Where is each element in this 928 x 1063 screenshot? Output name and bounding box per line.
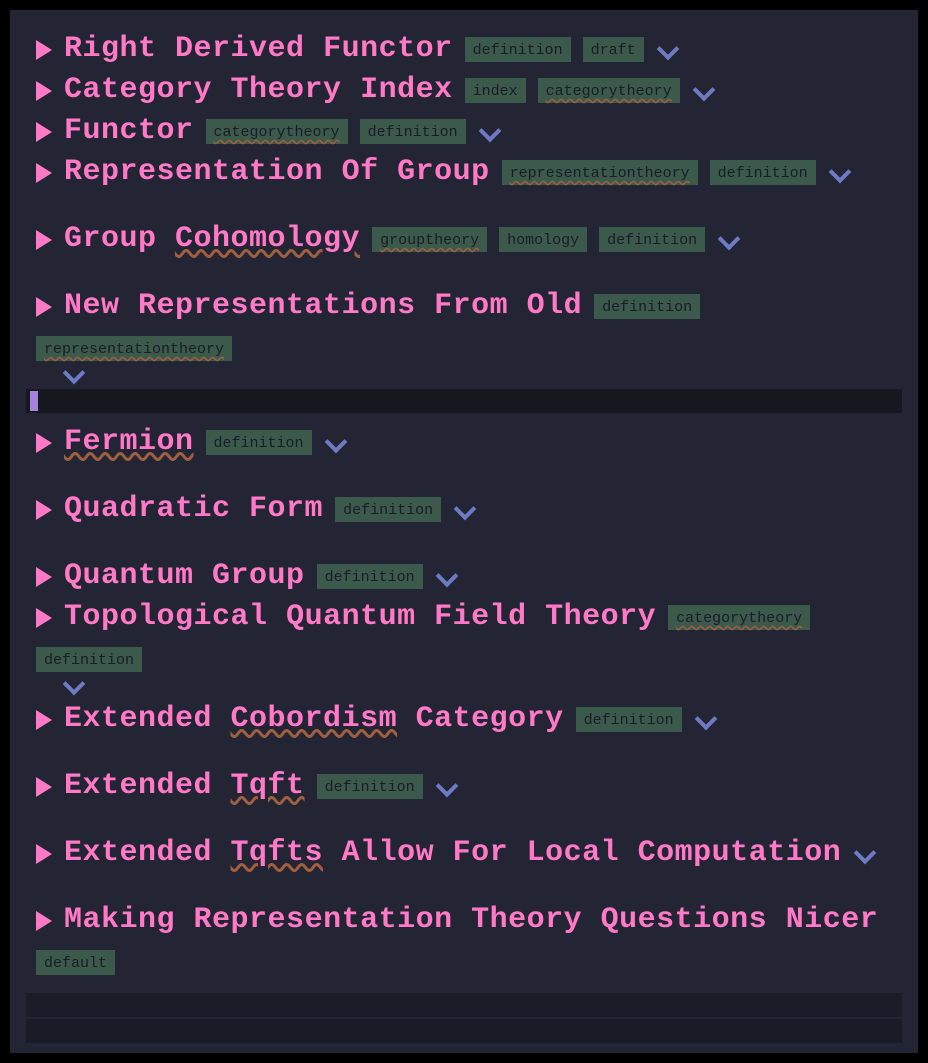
note-entry[interactable]: Quadratic Form definition <box>26 490 902 529</box>
tag-badge[interactable]: definition <box>335 497 441 522</box>
triangle-right-icon[interactable] <box>36 297 52 317</box>
triangle-right-icon[interactable] <box>36 163 52 183</box>
entry-continuation <box>26 678 902 692</box>
chevron-down-icon[interactable] <box>453 503 479 517</box>
chevron-down-icon[interactable] <box>717 233 743 247</box>
entry-title[interactable]: Extended Tqft <box>64 767 305 806</box>
triangle-right-icon[interactable] <box>36 122 52 142</box>
chevron-down-icon[interactable] <box>478 125 504 139</box>
tag-badge[interactable]: definition <box>594 294 700 319</box>
entry-title[interactable]: Functor <box>64 112 194 151</box>
note-entry[interactable]: Functor categorytheory definition <box>26 112 902 151</box>
outer-frame: Right Derived Functor definition draft Cate… <box>0 0 928 1063</box>
triangle-right-icon[interactable] <box>36 500 52 520</box>
cursor-line[interactable] <box>26 389 902 413</box>
note-entry[interactable]: Right Derived Functor definition draft <box>26 30 902 69</box>
status-bar-2 <box>26 1019 902 1043</box>
tag-badge[interactable]: categorytheory <box>538 78 680 103</box>
chevron-down-icon[interactable] <box>62 367 88 381</box>
tag-badge[interactable]: definition <box>360 119 466 144</box>
entry-title[interactable]: Extended Cobordism Category <box>64 700 564 739</box>
entry-continuation <box>26 367 902 381</box>
tag-badge[interactable]: draft <box>583 37 644 62</box>
tag-badge[interactable]: index <box>465 78 526 103</box>
entry-title[interactable]: Extended Tqfts Allow For Local Computati… <box>64 834 841 873</box>
note-entry[interactable]: Quantum Group definition <box>26 557 902 596</box>
entry-list: Right Derived Functor definition draft Cate… <box>26 30 902 975</box>
entry-title[interactable]: Topological Quantum Field Theory <box>64 598 656 637</box>
note-entry[interactable]: Group Cohomology grouptheory homology defin… <box>26 220 902 259</box>
entry-title[interactable]: Quadratic Form <box>64 490 323 529</box>
tag-badge[interactable]: definition <box>317 774 423 799</box>
tag-badge[interactable]: definition <box>599 227 705 252</box>
tag-badge[interactable]: definition <box>317 564 423 589</box>
tag-badge[interactable]: definition <box>206 430 312 455</box>
note-entry[interactable]: Representation Of Group representationthe… <box>26 153 902 192</box>
triangle-right-icon[interactable] <box>36 844 52 864</box>
chevron-down-icon[interactable] <box>435 780 461 794</box>
tag-badge[interactable]: representationtheory <box>36 336 232 361</box>
triangle-right-icon[interactable] <box>36 608 52 628</box>
tag-badge[interactable]: definition <box>710 160 816 185</box>
chevron-down-icon[interactable] <box>828 166 854 180</box>
triangle-right-icon[interactable] <box>36 433 52 453</box>
triangle-right-icon[interactable] <box>36 81 52 101</box>
entry-title[interactable]: Representation Of Group <box>64 153 490 192</box>
tag-badge[interactable]: homology <box>499 227 587 252</box>
entry-title[interactable]: Quantum Group <box>64 557 305 596</box>
note-entry[interactable]: Extended Cobordism Category definition <box>26 700 902 739</box>
note-entry[interactable]: Extended Tqft definition <box>26 767 902 806</box>
chevron-down-icon[interactable] <box>324 436 350 450</box>
note-entry[interactable]: Topological Quantum Field Theory category… <box>26 598 902 672</box>
status-bar <box>26 993 902 1017</box>
tag-badge[interactable]: default <box>36 950 115 975</box>
triangle-right-icon[interactable] <box>36 567 52 587</box>
tag-badge[interactable]: definition <box>36 647 142 672</box>
triangle-right-icon[interactable] <box>36 230 52 250</box>
entry-title[interactable]: Making Representation Theory Questions N… <box>64 901 878 940</box>
note-entry[interactable]: Category Theory Index index categorytheory <box>26 71 902 110</box>
triangle-right-icon[interactable] <box>36 911 52 931</box>
entry-title[interactable]: Category Theory Index <box>64 71 453 110</box>
tag-badge[interactable]: definition <box>576 707 682 732</box>
tag-badge[interactable]: categorytheory <box>668 605 810 630</box>
entry-title[interactable]: New Representations From Old <box>64 287 582 326</box>
tag-badge[interactable]: grouptheory <box>372 227 487 252</box>
note-entry[interactable]: Making Representation Theory Questions N… <box>26 901 902 975</box>
chevron-down-icon[interactable] <box>692 84 718 98</box>
triangle-right-icon[interactable] <box>36 777 52 797</box>
tag-badge[interactable]: definition <box>465 37 571 62</box>
tag-badge[interactable]: representationtheory <box>502 160 698 185</box>
note-entry[interactable]: New Representations From Old definition re… <box>26 287 902 361</box>
chevron-down-icon[interactable] <box>435 570 461 584</box>
triangle-right-icon[interactable] <box>36 40 52 60</box>
entry-title[interactable]: Group Cohomology <box>64 220 360 259</box>
notes-panel: Right Derived Functor definition draft Cate… <box>10 10 918 1053</box>
entry-title[interactable]: Right Derived Functor <box>64 30 453 69</box>
note-entry[interactable]: Extended Tqfts Allow For Local Computati… <box>26 834 902 873</box>
chevron-down-icon[interactable] <box>694 713 720 727</box>
tag-badge[interactable]: categorytheory <box>206 119 348 144</box>
chevron-down-icon[interactable] <box>853 847 879 861</box>
chevron-down-icon[interactable] <box>62 678 88 692</box>
note-entry[interactable]: Fermion definition <box>26 423 902 462</box>
entry-title[interactable]: Fermion <box>64 423 194 462</box>
triangle-right-icon[interactable] <box>36 710 52 730</box>
chevron-down-icon[interactable] <box>656 43 682 57</box>
